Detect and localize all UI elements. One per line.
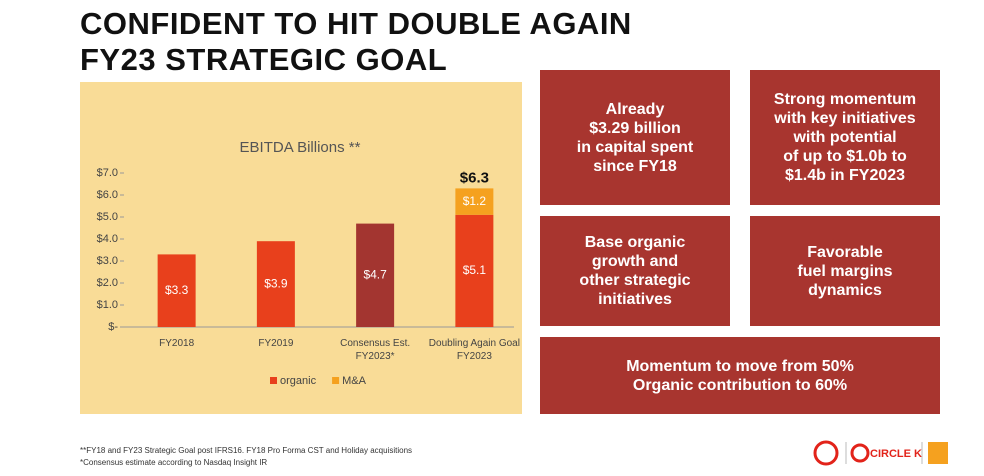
y-tick-label: $1.0: [97, 299, 118, 311]
legend-label: organic: [280, 375, 317, 387]
chart-title: EBITDA Billions **: [240, 139, 361, 156]
logo: [928, 442, 948, 464]
info-box: Favorable fuel margins dynamics: [750, 216, 940, 326]
y-tick-label: $5.0: [97, 211, 118, 223]
legend-label: M&A: [342, 375, 367, 387]
logo: [813, 440, 839, 466]
value-label: $4.7: [363, 267, 387, 281]
y-tick-label: $-: [108, 321, 118, 333]
x-tick-label: Doubling Again Goal FY2023: [428, 338, 520, 362]
slide-title: FY23 STRATEGIC GOAL: [80, 42, 448, 77]
legend-swatch: [332, 377, 340, 384]
y-tick-label: $3.0: [97, 255, 118, 267]
info-box: Base organic growth and other strategic …: [540, 216, 730, 326]
bar-segment: [256, 241, 295, 327]
logo: [850, 443, 870, 463]
total-label: $6.3: [460, 169, 489, 186]
y-tick-label: $7.0: [97, 167, 118, 179]
y-tick-label: $2.0: [97, 277, 118, 289]
bar-segment: [356, 223, 395, 327]
legend-swatch: [270, 377, 277, 384]
bar-segment: [455, 214, 494, 327]
x-tick-label: Consensus Est. FY2023*: [340, 338, 411, 362]
info-box: Already $3.29 billion in capital spent s…: [540, 70, 730, 205]
value-label: $5.1: [463, 263, 487, 277]
footnote: **FY18 and FY23 Strategic Goal post IFRS…: [80, 446, 413, 455]
y-tick-label: $6.0: [97, 189, 118, 201]
value-label: $1.2: [463, 194, 487, 208]
y-tick-label: $4.0: [97, 233, 118, 245]
value-label: $3.3: [165, 283, 189, 297]
x-tick-label: FY2018: [159, 338, 195, 349]
bar-segment: [455, 188, 494, 215]
chart-panel: EBITDA Billions ** $- $1.0 $2.0 $3.0 $4.0 $5.…: [80, 82, 522, 414]
info-box: Strong momentum with key initiatives wit…: [750, 70, 940, 205]
chart: EBITDA Billions ** $- $1.0 $2.0 $3.0 $4.0 $5.…: [97, 139, 514, 387]
info-box: Momentum to move from 50% Organic contri…: [540, 337, 940, 414]
x-tick-label: FY2019: [258, 338, 294, 349]
slide-title: CONFIDENT TO HIT DOUBLE AGAIN: [80, 6, 632, 41]
value-label: $3.9: [264, 276, 288, 290]
logo-text: CIRCLE K: [870, 448, 922, 460]
footnote: *Consensus estimate according to Nasdaq …: [80, 458, 268, 467]
bar-segment: [157, 254, 196, 327]
logos: CIRCLE K: [813, 440, 948, 466]
